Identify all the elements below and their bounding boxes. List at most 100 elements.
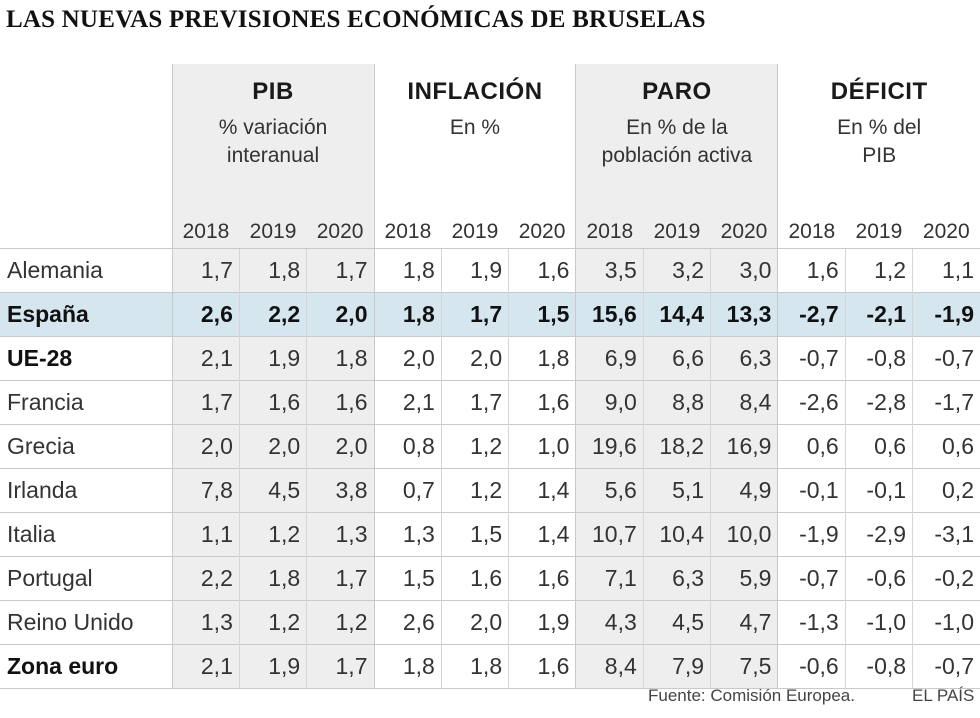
value-cell: 14,4 (642, 292, 711, 337)
table-row: Italia 1,1 1,2 1,3 1,3 1,5 1,4 10,7 10,4 10,0 -1,9… (0, 512, 980, 557)
country-label: Portugal (0, 556, 173, 601)
value-cell: 10,7 (575, 512, 644, 557)
value-cell: -1,7 (912, 380, 980, 425)
value-cell: -2,1 (844, 292, 913, 337)
year-header-inflacion-2020: 2020 (518, 220, 566, 243)
value-cell: 1,7 (171, 380, 240, 425)
group-subtitle-line: interanual (226, 144, 320, 167)
value-cell: -1,3 (777, 600, 846, 645)
country-label: UE-28 (0, 336, 173, 381)
value-cell: 2,0 (171, 424, 240, 469)
value-cell: 7,9 (642, 644, 711, 689)
value-cell: 6,3 (710, 336, 778, 381)
value-cell: -1,9 (777, 512, 846, 557)
value-cell: 1,7 (171, 248, 240, 293)
value-cell: 1,4 (508, 512, 576, 557)
value-cell: -0,1 (844, 468, 913, 513)
value-cell: 1,6 (306, 380, 374, 425)
value-cell: 4,5 (642, 600, 711, 645)
value-cell: -0,7 (912, 336, 980, 381)
value-cell: -0,6 (777, 644, 846, 689)
value-cell: 1,1 (912, 248, 980, 293)
forecast-table: PIB INFLACIÓN PARO DÉFICIT % variación inter… (0, 64, 980, 689)
value-cell: 5,6 (575, 468, 644, 513)
value-cell: 2,2 (171, 556, 240, 601)
value-cell: 6,9 (575, 336, 644, 381)
value-cell: -0,7 (912, 644, 980, 689)
value-cell: -1,0 (912, 600, 980, 645)
group-subtitle-line: En % (449, 116, 501, 139)
value-cell: 1,9 (238, 336, 307, 381)
table-row: Irlanda 7,8 4,5 3,8 0,7 1,2 1,4 5,6 5,1 4,9 -0,1 -0… (0, 468, 980, 513)
value-cell: 1,5 (373, 556, 442, 601)
header-corner (0, 64, 172, 106)
value-cell: 4,9 (710, 468, 778, 513)
value-cell: 1,7 (306, 248, 374, 293)
value-cell: 1,6 (440, 556, 509, 601)
value-cell: 13,3 (710, 292, 778, 337)
group-subtitle-inflacion: En % (373, 106, 576, 210)
value-cell: 0,6 (912, 424, 980, 469)
value-cell: 0,6 (777, 424, 846, 469)
year-header-inflacion-2019: 2019 (451, 220, 499, 243)
value-cell: 1,3 (171, 600, 240, 645)
value-cell: 7,5 (710, 644, 778, 689)
group-header-deficit: DÉFICIT (777, 64, 980, 106)
value-cell: 2,0 (238, 424, 307, 469)
year-header-pib-2018: 2018 (171, 210, 240, 249)
value-cell: 1,8 (373, 248, 442, 293)
value-cell: 1,6 (508, 380, 576, 425)
group-subtitle-line: PIB (862, 144, 897, 167)
country-label: Francia (0, 380, 173, 425)
value-cell: 8,8 (642, 380, 711, 425)
value-cell: 1,3 (373, 512, 442, 557)
value-cell: 0,6 (844, 424, 913, 469)
country-label: Grecia (0, 424, 173, 469)
group-subtitle-pib: % variación interanual (171, 106, 374, 210)
value-cell: 2,0 (306, 292, 374, 337)
value-cell: 6,3 (642, 556, 711, 601)
table-row: Portugal 2,2 1,8 1,7 1,5 1,6 1,6 7,1 6,3 5,9 -0,7-… (0, 556, 980, 601)
value-cell: 2,0 (440, 600, 509, 645)
value-cell: 1,8 (373, 644, 442, 689)
year-header-paro-2019: 2019 (643, 210, 711, 249)
value-cell: 2,1 (373, 380, 442, 425)
value-cell: 10,4 (642, 512, 711, 557)
group-subtitle-paro: En % de la población activa (575, 106, 778, 210)
country-label: España (0, 292, 173, 337)
value-cell: 5,1 (642, 468, 711, 513)
value-cell: 16,9 (710, 424, 778, 469)
value-cell: 1,7 (440, 292, 509, 337)
value-cell: -2,8 (844, 380, 913, 425)
value-cell: 1,7 (306, 644, 374, 689)
value-cell: 1,6 (508, 248, 576, 293)
value-cell: 1,6 (238, 380, 307, 425)
value-cell: -1,9 (912, 292, 980, 337)
country-label: Zona euro (0, 644, 173, 689)
year-header-paro-2020: 2020 (710, 210, 778, 249)
value-cell: 1,8 (238, 556, 307, 601)
value-cell: -2,7 (777, 292, 846, 337)
value-cell: -0,2 (912, 556, 980, 601)
value-cell: 1,6 (777, 248, 846, 293)
value-cell: 1,2 (238, 512, 307, 557)
group-header-paro: PARO (575, 64, 778, 106)
table-row: Grecia 2,0 2,0 2,0 0,8 1,2 1,0 19,6 18,2 16,9 0,6 0… (0, 424, 980, 469)
year-header-paro-2018: 2018 (575, 210, 644, 249)
value-cell: 8,4 (710, 380, 778, 425)
value-cell: 1,2 (440, 424, 509, 469)
value-cell: 19,6 (575, 424, 644, 469)
value-cell: 15,6 (575, 292, 644, 337)
year-header-pib-2020: 2020 (306, 210, 374, 249)
table-row: Alemania 1,7 1,8 1,7 1,8 1,9 1,6 3,5 3,2 3,0 1,6 1,… (0, 248, 980, 293)
table-row: Reino Unido 1,3 1,2 1,2 2,6 2,0 1,9 4,3 4,5 4,7 -1… (0, 600, 980, 645)
value-cell: 18,2 (642, 424, 711, 469)
value-cell: 5,9 (710, 556, 778, 601)
table-row: España 2,6 2,2 2,0 1,8 1,7 1,5 15,6 14,4 13,3 -2,7… (0, 292, 980, 337)
country-label: Italia (0, 512, 173, 557)
value-cell: 0,2 (912, 468, 980, 513)
value-cell: 1,8 (373, 292, 442, 337)
value-cell: 1,9 (508, 600, 576, 645)
group-subtitle-line: población activa (601, 144, 753, 167)
value-cell: 7,1 (575, 556, 644, 601)
